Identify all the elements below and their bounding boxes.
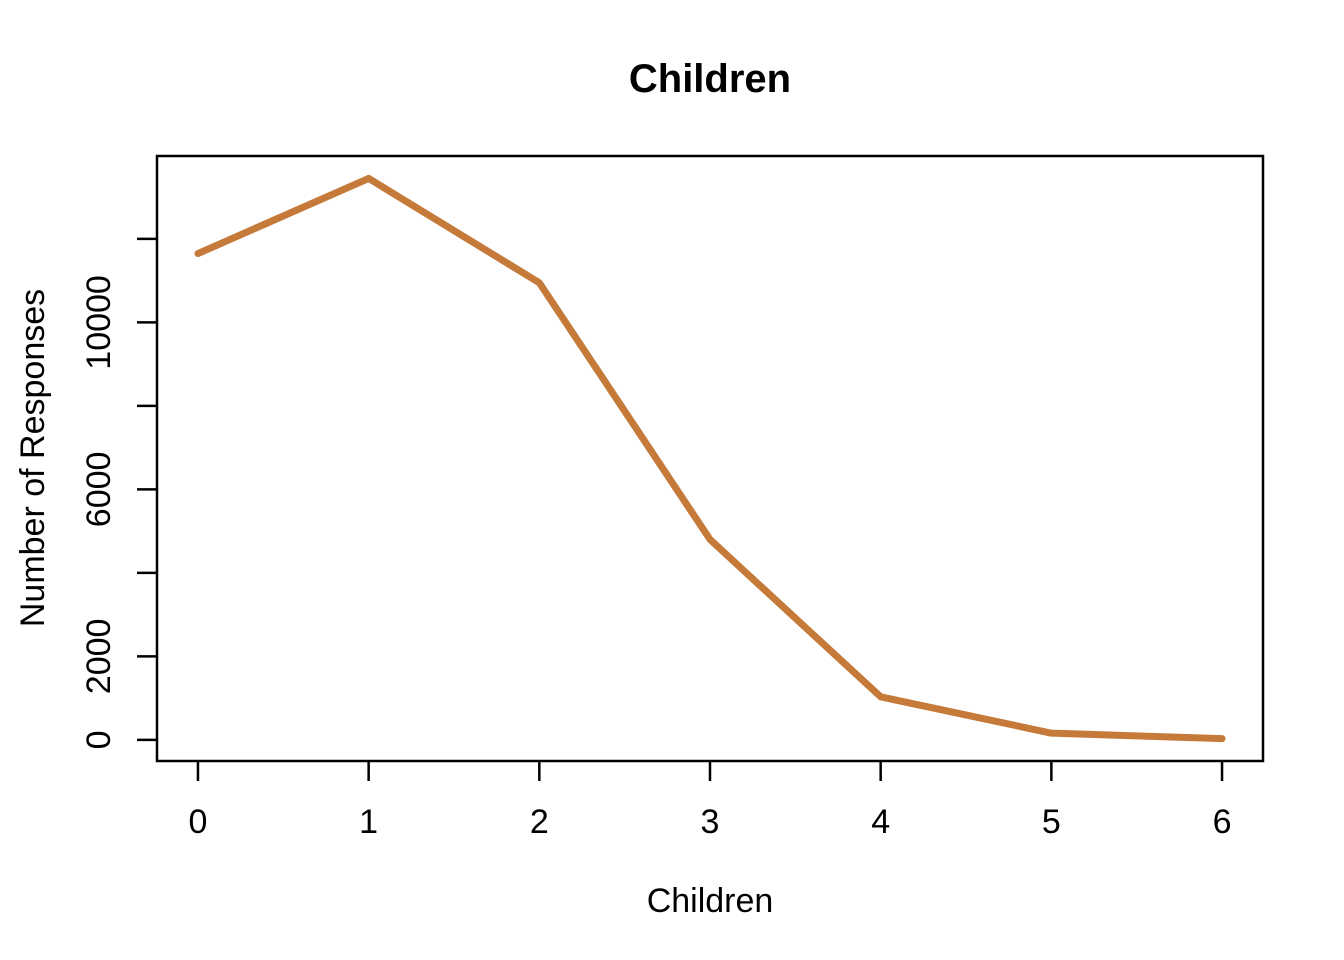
x-tick-label: 5 [1042,803,1061,841]
y-tick-label: 6000 [80,452,118,528]
x-tick-label: 2 [530,803,549,841]
x-axis-tick-labels: 0 1 2 3 4 5 6 [189,803,1232,841]
x-tick-label: 6 [1213,803,1232,841]
y-tick-label: 2000 [80,619,118,695]
y-tick-label: 10000 [80,275,118,370]
x-axis-label: Children [647,882,774,920]
x-axis-ticks [196,761,1224,781]
x-tick-label: 1 [359,803,378,841]
chart-title: Children [629,57,791,101]
y-axis-ticks [137,237,157,742]
y-axis-label: Number of Responses [14,289,52,627]
plot-border-box [155,154,1265,763]
data-series-line [194,174,1226,743]
x-tick-label: 4 [871,803,890,841]
y-axis-tick-labels: 0 2000 6000 10000 [80,275,118,749]
x-tick-label: 0 [189,803,208,841]
y-tick-label: 0 [80,730,118,749]
x-tick-label: 3 [701,803,720,841]
children-responses-line [194,174,1226,743]
